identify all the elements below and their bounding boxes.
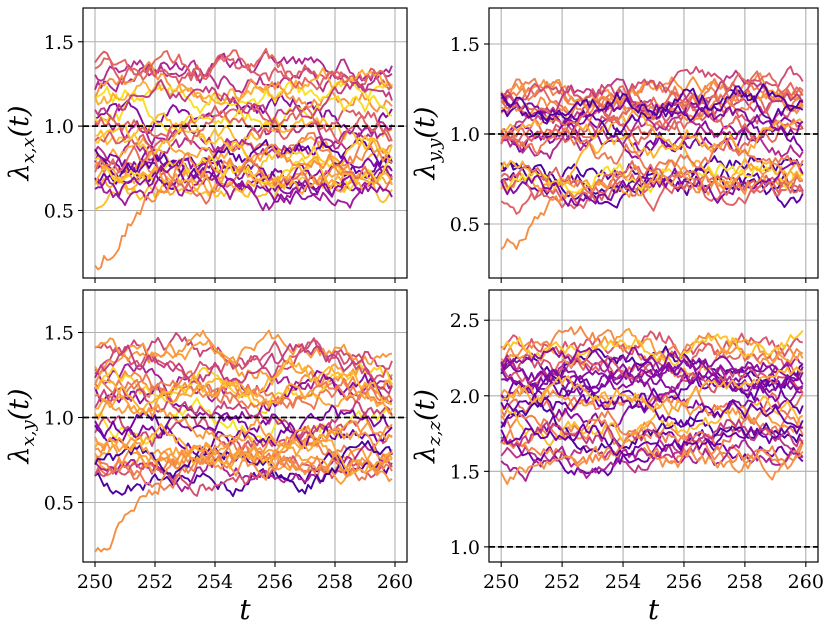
y-tick-label: 2.5	[450, 310, 480, 332]
x-tick-label: 260	[788, 571, 824, 593]
series-line	[94, 143, 393, 271]
series-line	[94, 343, 393, 395]
series-line	[500, 160, 803, 196]
series-line	[94, 448, 393, 553]
series-line	[500, 109, 804, 156]
series-line	[500, 80, 804, 122]
series-line	[500, 366, 803, 417]
series-line	[94, 155, 393, 194]
series-line	[500, 161, 804, 207]
y-tick-label: 1.5	[450, 34, 480, 56]
series-line	[94, 411, 393, 453]
series-line	[500, 346, 804, 390]
series-group	[94, 329, 393, 553]
series-line	[94, 332, 393, 381]
y-tick-label: 0.5	[44, 201, 74, 223]
y-axis-label: λz,z(t)	[410, 389, 445, 464]
series-line	[94, 423, 393, 477]
x-tick-label: 250	[483, 571, 519, 593]
series-line	[94, 60, 393, 113]
y-tick-label: 1.5	[44, 32, 74, 54]
series-line	[94, 356, 393, 411]
series-line	[500, 117, 804, 153]
series-line	[94, 153, 393, 186]
series-line	[94, 420, 393, 463]
series-line	[500, 127, 804, 174]
axes-frame	[488, 7, 819, 279]
x-tick-label: 256	[257, 571, 293, 593]
y-tick-label: 1.0	[450, 537, 480, 559]
series-line	[94, 106, 393, 146]
x-axis-label: t	[648, 593, 660, 626]
x-tick-label: 252	[137, 571, 173, 593]
x-tick-label: 256	[666, 571, 702, 593]
axes-frame	[488, 289, 819, 563]
series-line	[500, 83, 803, 123]
x-tick-label: 250	[77, 571, 113, 593]
series-line	[500, 419, 804, 457]
series-line	[500, 162, 803, 251]
series-line	[94, 338, 393, 382]
series-line	[500, 390, 804, 435]
series-line	[94, 338, 393, 389]
y-tick-label: 1.5	[450, 461, 480, 483]
series-line	[500, 401, 804, 454]
series-line	[94, 89, 393, 132]
series-line	[94, 452, 393, 498]
series-line	[500, 418, 804, 456]
y-tick-label: 1.5	[44, 323, 74, 345]
axes-frame	[82, 289, 408, 563]
axes-frame	[82, 7, 408, 279]
series-line	[500, 116, 804, 160]
x-axis-label: t	[239, 593, 251, 626]
grid-lines	[489, 8, 818, 278]
y-tick-label: 1.0	[450, 124, 480, 146]
series-group	[500, 325, 804, 485]
x-tick-label: 252	[544, 571, 580, 593]
series-line	[94, 372, 393, 410]
series-line	[501, 65, 804, 105]
series-line	[94, 400, 393, 450]
x-tick-label: 254	[197, 571, 233, 593]
series-line	[94, 144, 393, 198]
y-tick-label: 1.0	[44, 116, 74, 138]
series-line	[500, 430, 804, 485]
panel-lambda-xy: 0.5 1.0 1.5 250 252 254 256 258 260 λx,y(t) t	[4, 289, 413, 626]
series-line	[94, 329, 393, 367]
series-line	[94, 50, 393, 91]
series-line	[500, 438, 804, 482]
series-line	[500, 134, 804, 189]
series-group	[500, 65, 804, 251]
series-line	[500, 329, 804, 367]
y-axis-label: λy,y(t)	[410, 107, 445, 181]
x-tick-label: 260	[377, 571, 413, 593]
series-line	[94, 67, 393, 106]
y-axis-label: λx,y(t)	[4, 388, 39, 464]
series-line	[94, 386, 393, 442]
series-line	[500, 385, 804, 426]
y-axis-label: λx,x(t)	[4, 105, 39, 181]
x-tick-label: 254	[605, 571, 641, 593]
x-tick-label: 258	[317, 571, 353, 593]
series-line	[94, 93, 393, 138]
series-line	[94, 79, 393, 124]
series-group	[94, 47, 393, 271]
series-line	[94, 158, 393, 205]
series-line	[94, 370, 393, 409]
y-tick-label: 2.0	[450, 386, 480, 408]
series-line	[500, 391, 803, 429]
series-line	[94, 47, 393, 91]
series-line	[500, 77, 804, 110]
panel-lambda-xx: 0.5 1.0 1.5 λx,x(t)	[4, 7, 408, 283]
y-tick-label: 1.0	[44, 408, 74, 430]
series-line	[94, 404, 393, 444]
series-line	[500, 174, 804, 215]
y-tick-label: 0.5	[450, 214, 480, 236]
x-tick-label: 258	[727, 571, 763, 593]
y-tick-label: 0.5	[44, 493, 74, 515]
panel-lambda-yy: 0.5 1.0 1.5 λy,y(t)	[410, 7, 819, 283]
panel-lambda-zz: 1.0 1.5 2.0 2.5 250 252 254 256 258 260 λz,z(t) t	[410, 289, 824, 626]
series-line	[500, 355, 804, 394]
